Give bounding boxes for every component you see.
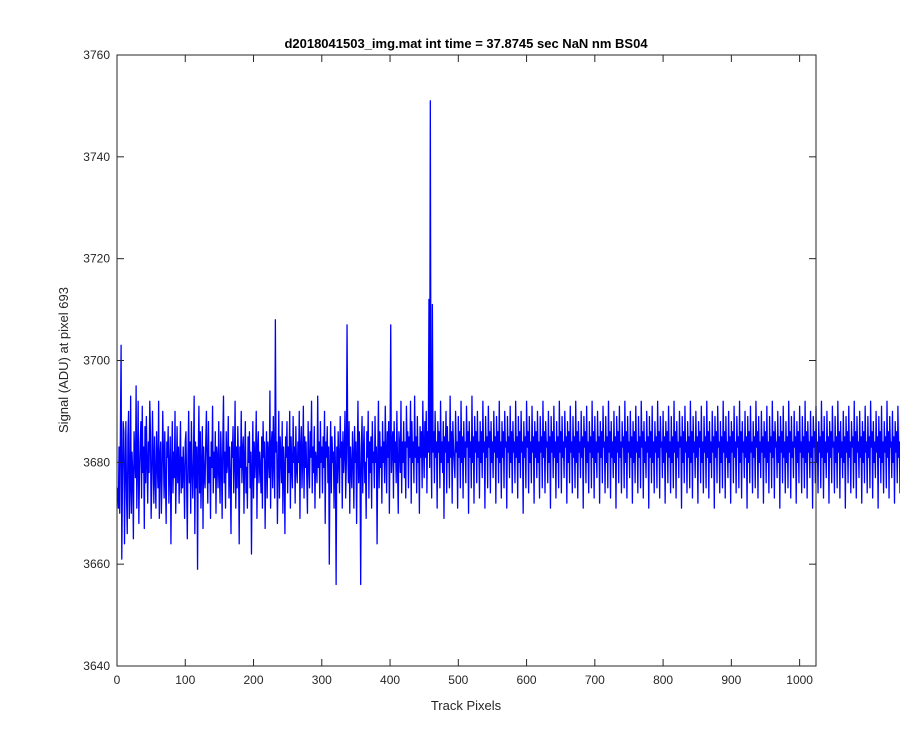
x-tick-label: 900 xyxy=(721,673,741,687)
x-tick-label: 700 xyxy=(585,673,605,687)
x-tick-label: 0 xyxy=(114,673,121,687)
x-tick-label: 400 xyxy=(380,673,400,687)
plot-area xyxy=(117,55,816,666)
plot-frame xyxy=(116,54,817,667)
x-axis-title: Track Pixels xyxy=(431,698,502,713)
y-tick-label: 3660 xyxy=(83,557,110,571)
y-tick-label: 3760 xyxy=(83,48,110,62)
x-tick-label: 600 xyxy=(517,673,537,687)
y-tick-label: 3680 xyxy=(83,455,110,469)
x-tick-label: 300 xyxy=(312,673,332,687)
series-line-0 xyxy=(117,100,900,586)
y-axis-title: Signal (ADU) at pixel 693 xyxy=(56,287,71,433)
x-tick-label: 200 xyxy=(244,673,264,687)
y-tick-label: 3740 xyxy=(83,150,110,164)
x-tick-label: 800 xyxy=(653,673,673,687)
chart-title: d2018041503_img.mat int time = 37.8745 s… xyxy=(284,36,648,51)
y-tick-label: 3640 xyxy=(83,659,110,673)
axis-ticks: 0 100 200 300 400 500 600 700 800 900 1000 3640 3660… xyxy=(83,48,816,687)
x-tick-label: 1000 xyxy=(786,673,813,687)
series-group xyxy=(117,100,900,586)
x-tick-label: 500 xyxy=(448,673,468,687)
x-tick-label: 100 xyxy=(175,673,195,687)
y-tick-label: 3720 xyxy=(83,252,110,266)
y-tick-label: 3700 xyxy=(83,354,110,368)
